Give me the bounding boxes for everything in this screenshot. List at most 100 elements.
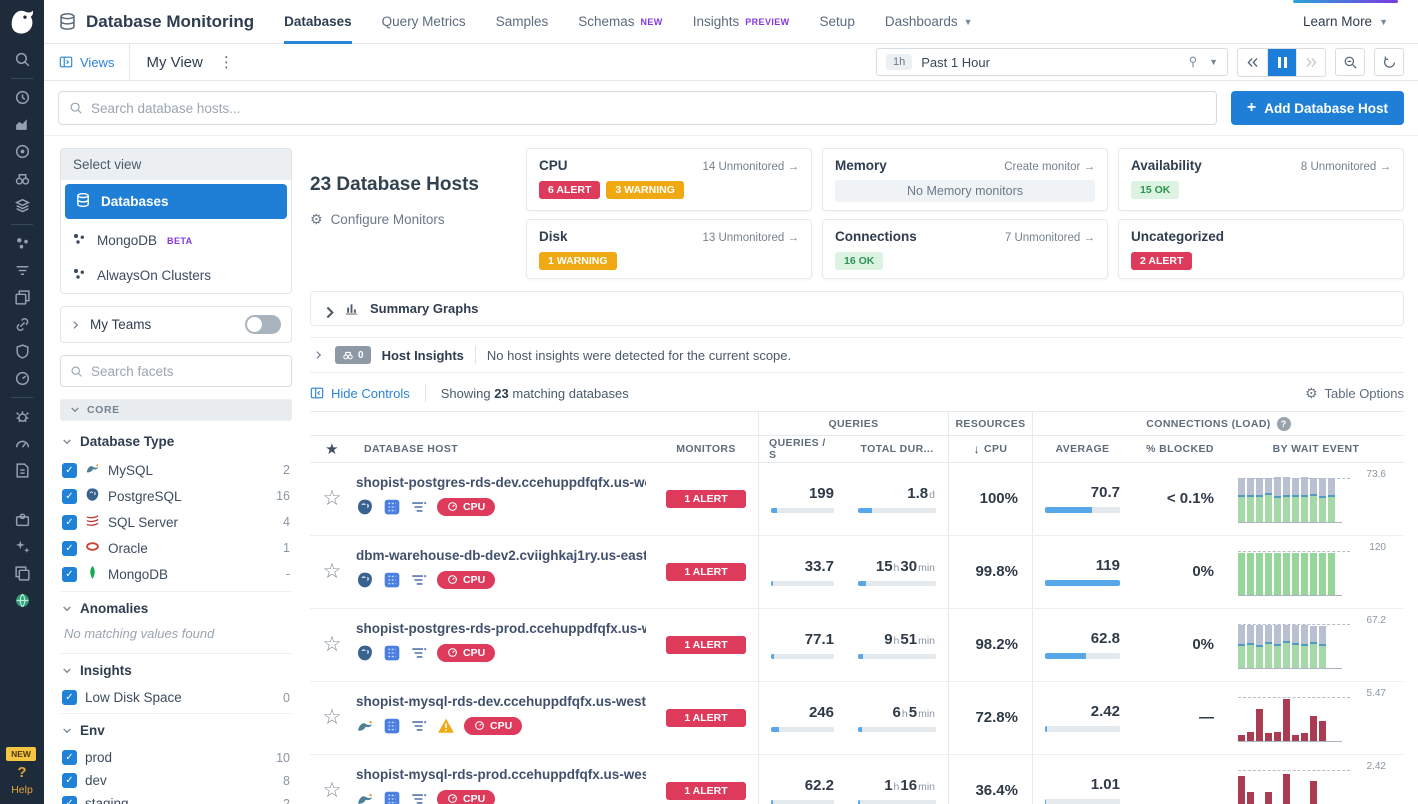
table-row[interactable]: ☆ shopist-postgres-rds-dev.ccehuppdfqfx.u…	[310, 462, 1404, 536]
col-blocked[interactable]: % BLOCKED	[1146, 443, 1214, 455]
facet-search-input[interactable]	[91, 363, 282, 379]
add-database-host-button[interactable]: + Add Database Host	[1230, 91, 1404, 125]
views-button[interactable]: Views	[44, 44, 131, 80]
status-badge-ok[interactable]: 16 OK	[835, 252, 884, 270]
facet-item-dev[interactable]: ✓ dev 8	[62, 769, 290, 792]
view-item-alwayson-clusters[interactable]: AlwaysOn Clusters	[61, 258, 291, 293]
rail-history-icon[interactable]	[7, 84, 37, 111]
col-monitors[interactable]: MONITORS	[676, 443, 736, 455]
facet-group-title[interactable]: Env	[62, 723, 290, 738]
col-wait-event[interactable]: BY WAIT EVENT	[1272, 443, 1360, 455]
hide-controls-button[interactable]: Hide Controls	[310, 386, 410, 401]
checkbox-checked-icon[interactable]: ✓	[62, 796, 77, 804]
current-view-name[interactable]: My View	[146, 53, 203, 71]
monitor-alert-badge[interactable]: 1 ALERT	[666, 781, 746, 800]
facet-group-title[interactable]: Insights	[62, 663, 290, 678]
facet-item-postgresql[interactable]: ✓ PostgreSQL 16	[62, 483, 290, 509]
facet-item-mongodb[interactable]: ✓ MongoDB -	[62, 561, 290, 587]
favorite-star-icon[interactable]: ☆	[322, 487, 342, 511]
table-row[interactable]: ☆ shopist-postgres-rds-prod.ccehuppdfqfx.…	[310, 608, 1404, 682]
monitor-alert-badge[interactable]: 1 ALERT	[666, 635, 746, 654]
view-menu-kebab-icon[interactable]: ⋮	[218, 54, 234, 71]
rail-filter-icon[interactable]	[7, 257, 37, 284]
table-options-button[interactable]: ⚙ Table Options	[1305, 385, 1404, 402]
col-cpu[interactable]: ↓ CPU	[948, 436, 1032, 462]
card-action-link[interactable]: 8 Unmonitored →	[1300, 161, 1391, 173]
facet-item-oracle[interactable]: ✓ Oracle 1	[62, 535, 290, 561]
rail-sparkles-icon[interactable]	[7, 533, 37, 560]
card-action-link[interactable]: 14 Unmonitored →	[702, 161, 799, 173]
time-back-button[interactable]	[1238, 48, 1267, 76]
status-badge-alert[interactable]: 6 ALERT	[539, 181, 601, 199]
rail-speedometer-icon[interactable]	[7, 430, 37, 457]
facet-item-sql-server[interactable]: ✓ SQL Server 4	[62, 509, 290, 535]
monitor-alert-badge[interactable]: 1 ALERT	[666, 489, 746, 508]
facet-item-prod[interactable]: ✓ prod 10	[62, 746, 290, 769]
rail-shield-icon[interactable]	[7, 338, 37, 365]
favorite-star-icon[interactable]: ☆	[322, 706, 342, 730]
time-forward-button[interactable]	[1296, 48, 1325, 76]
datadog-logo-icon[interactable]	[5, 4, 39, 38]
core-group-header[interactable]: CORE	[60, 399, 292, 421]
cpu-alert-tag[interactable]: CPU	[437, 789, 496, 804]
facet-group-title[interactable]: Database Type	[62, 434, 290, 449]
cpu-alert-tag[interactable]: CPU	[437, 570, 496, 589]
my-teams-switch[interactable]	[245, 315, 281, 334]
checkbox-checked-icon[interactable]: ✓	[62, 566, 77, 582]
col-queries-s[interactable]: QUERIES / S	[758, 436, 846, 462]
tab-query-metrics[interactable]: Query Metrics	[382, 0, 466, 44]
table-row[interactable]: ☆ dbm-warehouse-db-dev2.cviighkaj1ry.us-e…	[310, 535, 1404, 609]
card-action-link[interactable]: 7 Unmonitored →	[1004, 232, 1095, 244]
checkbox-checked-icon[interactable]: ✓	[62, 514, 77, 530]
help-icon[interactable]: ?	[17, 764, 27, 781]
summary-graphs-toggle[interactable]: Summary Graphs	[310, 291, 1404, 326]
col-average[interactable]: AVERAGE	[1032, 436, 1132, 462]
rail-target-icon[interactable]	[7, 138, 37, 165]
card-action-link[interactable]: Create monitor →	[1004, 161, 1095, 173]
star-column-icon[interactable]: ★	[325, 441, 339, 458]
facet-group-title[interactable]: Anomalies	[62, 601, 290, 616]
host-insights-row[interactable]: 0 Host Insights No host insights were de…	[310, 337, 1404, 373]
rail-bug-icon[interactable]	[7, 403, 37, 430]
checkbox-checked-icon[interactable]: ✓	[62, 540, 77, 556]
tab-schemas[interactable]: Schemas NEW	[578, 0, 662, 44]
tab-setup[interactable]: Setup	[820, 0, 855, 44]
favorite-star-icon[interactable]: ☆	[322, 560, 342, 584]
host-search-input[interactable]	[91, 100, 1206, 116]
col-database-host[interactable]: DATABASE HOST	[364, 443, 459, 455]
configure-monitors-link[interactable]: ⚙ Configure Monitors	[310, 211, 500, 228]
monitor-alert-badge[interactable]: 1 ALERT	[666, 708, 746, 727]
help-label[interactable]: Help	[11, 784, 33, 796]
checkbox-checked-icon[interactable]: ✓	[62, 773, 77, 788]
card-action-link[interactable]: 13 Unmonitored →	[702, 232, 799, 244]
checkbox-checked-icon[interactable]: ✓	[62, 750, 77, 765]
tab-samples[interactable]: Samples	[496, 0, 549, 44]
pause-button[interactable]	[1267, 48, 1296, 76]
status-badge-warning[interactable]: 1 WARNING	[539, 252, 617, 270]
rail-search-icon[interactable]	[7, 46, 37, 73]
rail-puzzle-icon[interactable]	[7, 506, 37, 533]
table-row[interactable]: ☆ shopist-mysql-rds-prod.ccehuppdfqfx.us-…	[310, 754, 1404, 804]
tab-insights[interactable]: Insights PREVIEW	[693, 0, 790, 44]
tab-databases[interactable]: Databases	[284, 0, 352, 44]
tab-dashboards[interactable]: Dashboards ▼	[885, 0, 973, 44]
checkbox-checked-icon[interactable]: ✓	[62, 462, 77, 478]
host-link[interactable]: dbm-warehouse-db-dev2.cviighkaj1ry.us-ea…	[356, 547, 646, 563]
learn-more-button[interactable]: Learn More ▼	[1293, 0, 1398, 44]
status-badge-ok[interactable]: 15 OK	[1131, 181, 1180, 199]
checkbox-checked-icon[interactable]: ✓	[62, 690, 77, 705]
rail-doc-search-icon[interactable]	[7, 457, 37, 484]
my-teams-toggle-row[interactable]: My Teams	[60, 306, 292, 343]
favorite-star-icon[interactable]: ☆	[322, 779, 342, 803]
favorite-star-icon[interactable]: ☆	[322, 633, 342, 657]
help-tooltip-icon[interactable]: ?	[1276, 416, 1291, 431]
view-item-mongodb[interactable]: MongoDB BETA	[61, 223, 291, 258]
facet-item-mysql[interactable]: ✓ MySQL 2	[62, 457, 290, 483]
rail-globe-icon[interactable]	[7, 587, 37, 614]
view-item-databases[interactable]: Databases	[65, 184, 287, 219]
rail-link-icon[interactable]	[7, 311, 37, 338]
status-badge-alert[interactable]: 2 ALERT	[1131, 252, 1193, 270]
checkbox-checked-icon[interactable]: ✓	[62, 488, 77, 504]
host-link[interactable]: shopist-postgres-rds-prod.ccehuppdfqfx.u…	[356, 620, 646, 636]
refresh-button[interactable]	[1374, 48, 1404, 76]
